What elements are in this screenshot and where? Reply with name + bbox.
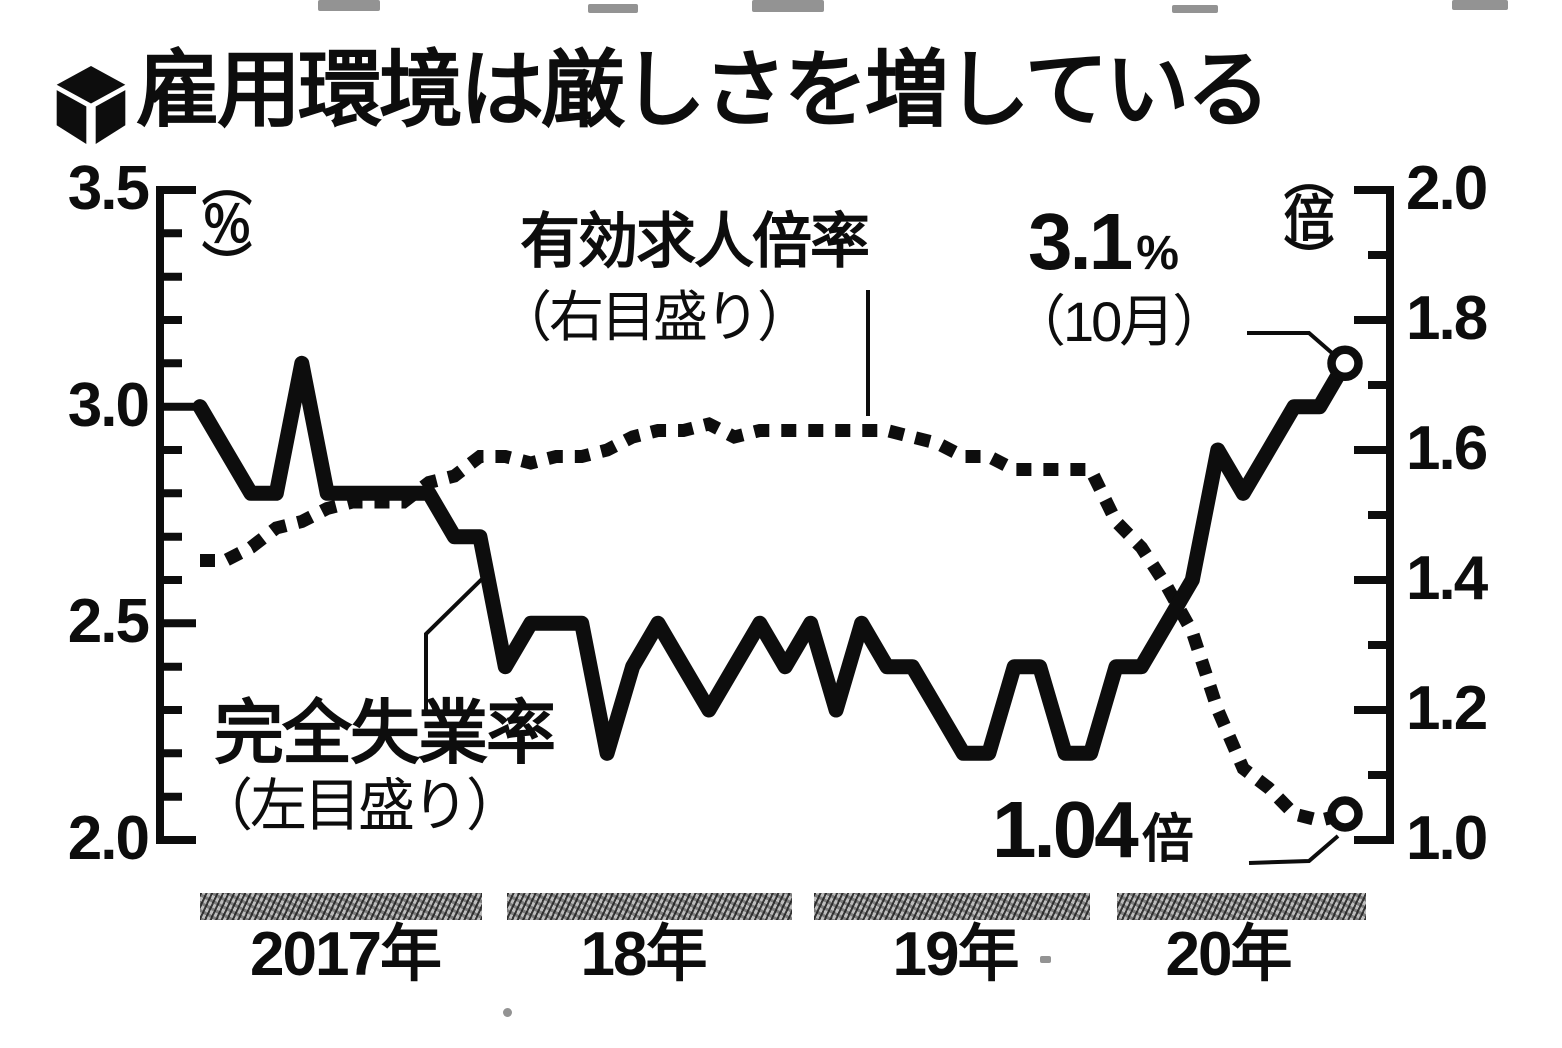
scan-artifact (588, 4, 638, 13)
right-axis-tick-label: 2.0 (1406, 154, 1488, 223)
right-axis-tick-label: 1.4 (1406, 544, 1488, 613)
left-axis (156, 186, 196, 844)
unemployment-rate-line (192, 355, 1353, 761)
left-axis-unit-label: （％） (195, 156, 251, 282)
unemployment-latest-value: 3.1 (1028, 197, 1133, 286)
scan-artifact (752, 0, 824, 12)
scan-artifact (1172, 5, 1218, 13)
jobratio-latest-value: 1.04 (992, 785, 1139, 874)
right-axis-tick-label: 1.2 (1406, 674, 1488, 743)
right-axis-tick-label: 1.8 (1406, 284, 1488, 353)
jobratio-latest-unit: 倍 (1141, 811, 1194, 869)
jobratio-callout-connector-line (1248, 834, 1340, 865)
unemployment-endpoint-marker (1327, 345, 1363, 382)
jobratio-series-label: 有効求人倍率 (520, 208, 870, 275)
scan-artifact (1040, 956, 1051, 963)
right-axis-tick-label: 1.0 (1406, 804, 1488, 873)
jobratio-latest-callout: 1.04 倍 (992, 790, 1194, 870)
year-label: 2017年 (250, 920, 442, 989)
right-axis (1354, 186, 1394, 844)
year-axis-bar (507, 893, 792, 920)
unemployment-latest-callout: 3.1 % (1028, 202, 1179, 282)
year-axis-bar (814, 893, 1090, 920)
right-axis-tick-label: 1.6 (1406, 414, 1488, 483)
unemployment-callout-connector-line (1247, 331, 1342, 362)
cube-bullet-icon (56, 66, 126, 144)
unemployment-series-label: 完全失業率 (214, 694, 556, 772)
year-axis-bar (1117, 893, 1366, 920)
year-label: 20年 (1165, 920, 1293, 989)
unemployment-label-connector-line (424, 575, 486, 714)
left-axis-tick-label: 2.0 (67, 804, 150, 873)
year-label: 19年 (892, 920, 1020, 989)
jobratio-series-sublabel: （右目盛り） (497, 286, 812, 348)
scan-artifact (1452, 0, 1508, 10)
scan-artifact (318, 0, 380, 11)
page-title: 雇用環境は厳しさを増している (136, 43, 1270, 137)
left-axis-tick-label: 3.0 (67, 371, 150, 440)
job-openings-ratio-line (200, 417, 1347, 828)
unemployment-latest-period: （10月） (1010, 290, 1228, 353)
year-label: 18年 (580, 920, 708, 989)
scan-artifact (503, 1008, 512, 1017)
jobratio-endpoint-marker (1327, 796, 1363, 832)
right-axis-unit-label: （倍） (1277, 150, 1333, 276)
unemployment-latest-unit: % (1136, 227, 1179, 280)
unemployment-series-sublabel: （左目盛り） (196, 774, 523, 838)
left-axis-tick-label: 2.5 (67, 587, 150, 656)
left-axis-tick-label: 3.5 (67, 154, 150, 223)
year-axis-bar (200, 893, 482, 920)
